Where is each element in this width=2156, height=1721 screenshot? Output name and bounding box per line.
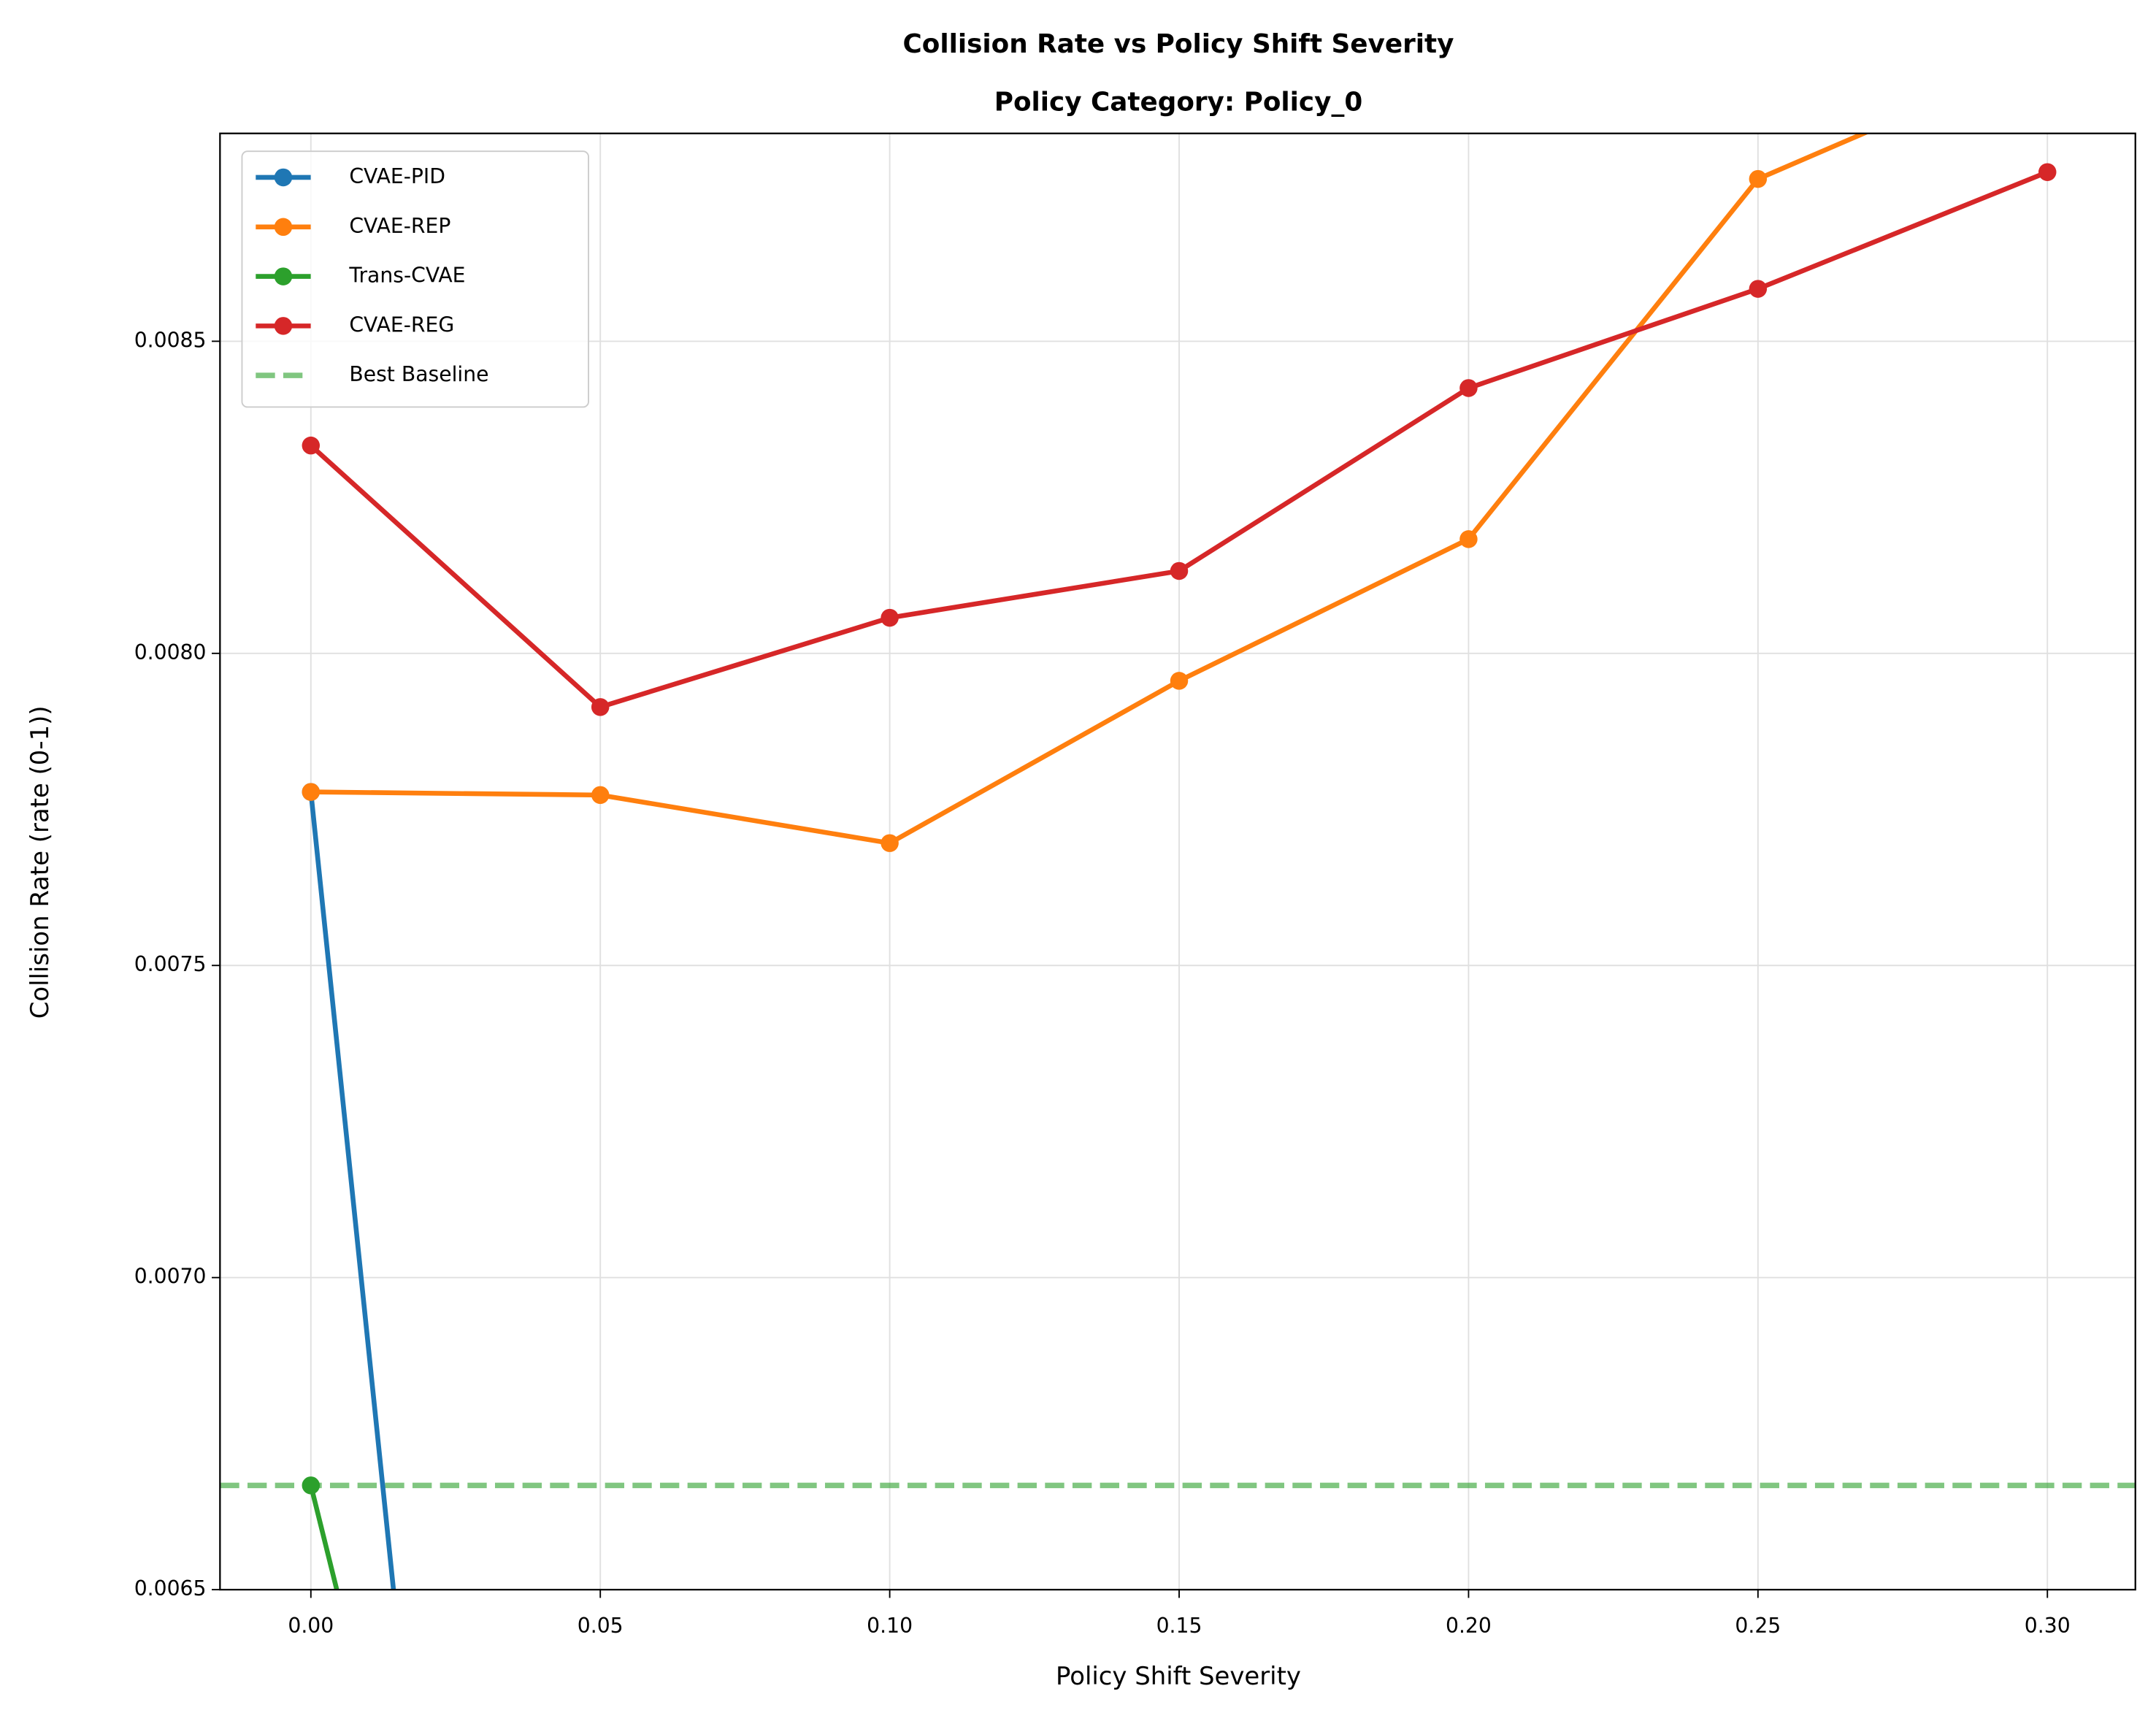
x-axis-label: Policy Shift Severity <box>1056 1662 1301 1690</box>
x-tick-label: 0.10 <box>867 1614 913 1638</box>
x-tick-label: 0.30 <box>2025 1614 2071 1638</box>
y-tick-label: 0.0075 <box>134 952 207 976</box>
point <box>302 436 321 455</box>
legend-marker <box>274 267 293 285</box>
legend-marker <box>274 218 293 237</box>
x-tick-label: 0.05 <box>578 1614 624 1638</box>
legend: CVAE-PID CVAE-REP Trans-CVAE CVAE-REG Best B… <box>241 150 589 408</box>
legend-label: CVAE-REP <box>349 214 450 238</box>
point <box>2038 45 2056 63</box>
point <box>1170 672 1189 690</box>
chart-subtitle: Policy Category: Policy_0 <box>994 87 1362 117</box>
y-axis-label: Collision Rate (rate (0-1)) <box>26 705 54 1019</box>
x-tick-label: 0.00 <box>288 1614 334 1638</box>
point <box>1749 280 1768 298</box>
point <box>1170 561 1189 580</box>
x-tick-label: 0.15 <box>1156 1614 1202 1638</box>
point <box>302 783 321 801</box>
point <box>1459 379 1478 397</box>
point <box>302 1476 321 1495</box>
point <box>1749 169 1768 188</box>
legend-marker <box>274 317 293 335</box>
chart-title: Collision Rate vs Policy Shift Severity <box>903 29 1454 59</box>
y-tick-label: 0.0080 <box>134 640 207 664</box>
point <box>881 608 899 627</box>
y-tick-label: 0.0070 <box>134 1265 207 1289</box>
point <box>591 786 610 805</box>
point <box>591 698 610 716</box>
y-tick-label: 0.0065 <box>134 1576 207 1601</box>
plot-area <box>220 45 2136 1590</box>
series-line <box>308 1484 339 1590</box>
legend-label: CVAE-REG <box>349 313 454 337</box>
point <box>2038 163 2057 181</box>
legend-label: Best Baseline <box>349 362 488 386</box>
legend-label: Trans-CVAE <box>348 264 465 288</box>
legend-marker <box>274 168 293 187</box>
point <box>1459 530 1478 548</box>
point <box>881 834 899 852</box>
x-tick-label: 0.20 <box>1446 1614 1492 1638</box>
plot-frame <box>219 132 2136 1591</box>
series-line <box>308 791 396 1590</box>
legend-box <box>241 150 589 408</box>
y-tick-label: 0.0085 <box>134 328 207 352</box>
x-tick-label: 0.25 <box>1735 1614 1781 1638</box>
legend-label: CVAE-PID <box>349 164 445 188</box>
